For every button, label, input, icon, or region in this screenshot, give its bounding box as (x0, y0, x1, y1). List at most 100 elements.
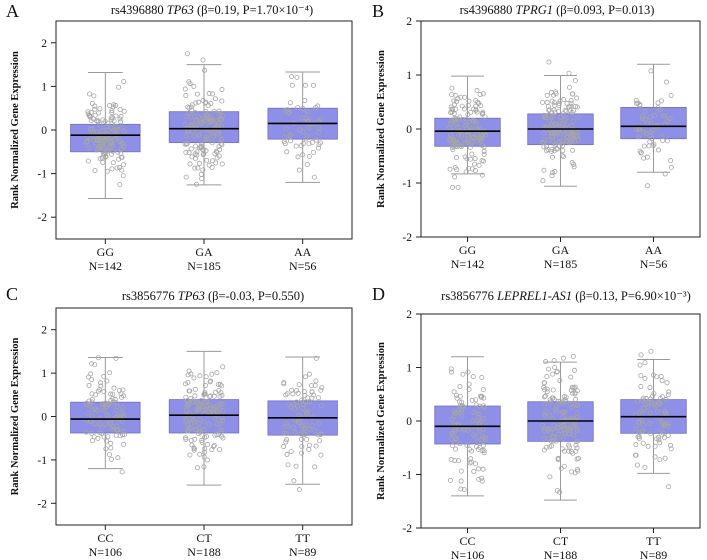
data-point (92, 106, 98, 112)
data-point (295, 154, 301, 160)
data-point (309, 139, 315, 145)
data-point (569, 160, 575, 166)
data-point (555, 398, 561, 404)
data-point (546, 436, 552, 442)
data-point (568, 98, 574, 104)
data-point (655, 100, 661, 106)
data-point (452, 427, 458, 433)
data-point (479, 136, 485, 142)
data-point (457, 441, 463, 447)
iqr-box (434, 405, 501, 445)
data-point (301, 401, 307, 407)
data-point (219, 383, 225, 389)
data-point (544, 92, 550, 98)
data-point (190, 413, 196, 419)
data-point (186, 368, 192, 374)
data-point (100, 401, 106, 407)
data-point (458, 468, 464, 474)
chart-title: rs3856776 LEPREL1-AS1 (β=0.13, P=6.90×10… (441, 289, 691, 303)
data-point (457, 393, 463, 399)
data-point (575, 402, 581, 408)
data-point (289, 82, 295, 88)
data-point (647, 114, 653, 120)
data-point (655, 147, 661, 153)
data-point (285, 462, 291, 468)
data-point (295, 390, 301, 396)
data-point (642, 116, 648, 122)
data-point (480, 91, 486, 97)
data-point (642, 360, 648, 366)
data-point (644, 154, 650, 160)
x-category-label: GA (552, 243, 570, 257)
data-point (482, 437, 488, 443)
data-point (558, 114, 564, 120)
data-point (118, 119, 124, 125)
data-point (205, 120, 211, 126)
data-point (455, 124, 461, 130)
data-point (449, 106, 455, 112)
data-point (201, 67, 207, 73)
data-point (302, 97, 308, 103)
data-point (183, 381, 189, 387)
data-point (473, 103, 479, 109)
data-point (195, 99, 201, 105)
data-point (640, 440, 646, 446)
data-point (566, 444, 572, 450)
data-point (312, 382, 318, 388)
data-point (112, 396, 118, 402)
data-point (466, 386, 472, 392)
data-point (96, 144, 102, 150)
data-point (545, 366, 551, 372)
data-point (660, 137, 666, 143)
data-point (473, 120, 479, 126)
data-point (204, 115, 210, 121)
data-point (559, 141, 565, 147)
title-gene: TP63 (167, 3, 194, 17)
data-point (306, 153, 312, 159)
data-point (206, 115, 212, 121)
data-point (89, 397, 95, 403)
data-point (456, 132, 462, 138)
data-point (95, 388, 101, 394)
data-point (560, 436, 566, 442)
data-point (119, 167, 125, 173)
title-stats: (β=-0.03, P=0.550) (208, 289, 304, 303)
data-point (543, 444, 549, 450)
data-point (560, 154, 566, 160)
x-category-label: GG (459, 243, 477, 257)
data-point (107, 140, 113, 146)
data-point (550, 371, 556, 377)
data-point (210, 91, 216, 97)
data-point (93, 140, 99, 146)
data-point (574, 466, 580, 472)
data-point (114, 423, 120, 429)
data-point (465, 111, 471, 117)
data-point (571, 164, 577, 170)
data-point (85, 133, 91, 139)
data-point (100, 151, 106, 157)
data-point (475, 438, 481, 444)
data-point (196, 421, 202, 427)
data-point (85, 411, 91, 417)
data-point (113, 131, 119, 137)
data-point (97, 156, 103, 162)
data-point (661, 435, 667, 441)
x-count-label: N=89 (289, 545, 316, 559)
data-point (465, 427, 471, 433)
data-point (319, 403, 325, 409)
data-point (203, 134, 209, 140)
data-point (206, 91, 212, 97)
data-point (119, 410, 125, 416)
data-point (282, 134, 288, 140)
data-point (469, 448, 475, 454)
y-axis-label: Rank Normalized Gene Expression (376, 342, 387, 500)
data-point (99, 128, 105, 134)
data-point (559, 153, 565, 159)
data-point (216, 144, 222, 150)
data-point (461, 486, 467, 492)
data-point (182, 86, 188, 92)
data-point (651, 391, 657, 397)
box-group-aa (620, 63, 687, 189)
data-point (481, 450, 487, 456)
data-point (476, 414, 482, 420)
